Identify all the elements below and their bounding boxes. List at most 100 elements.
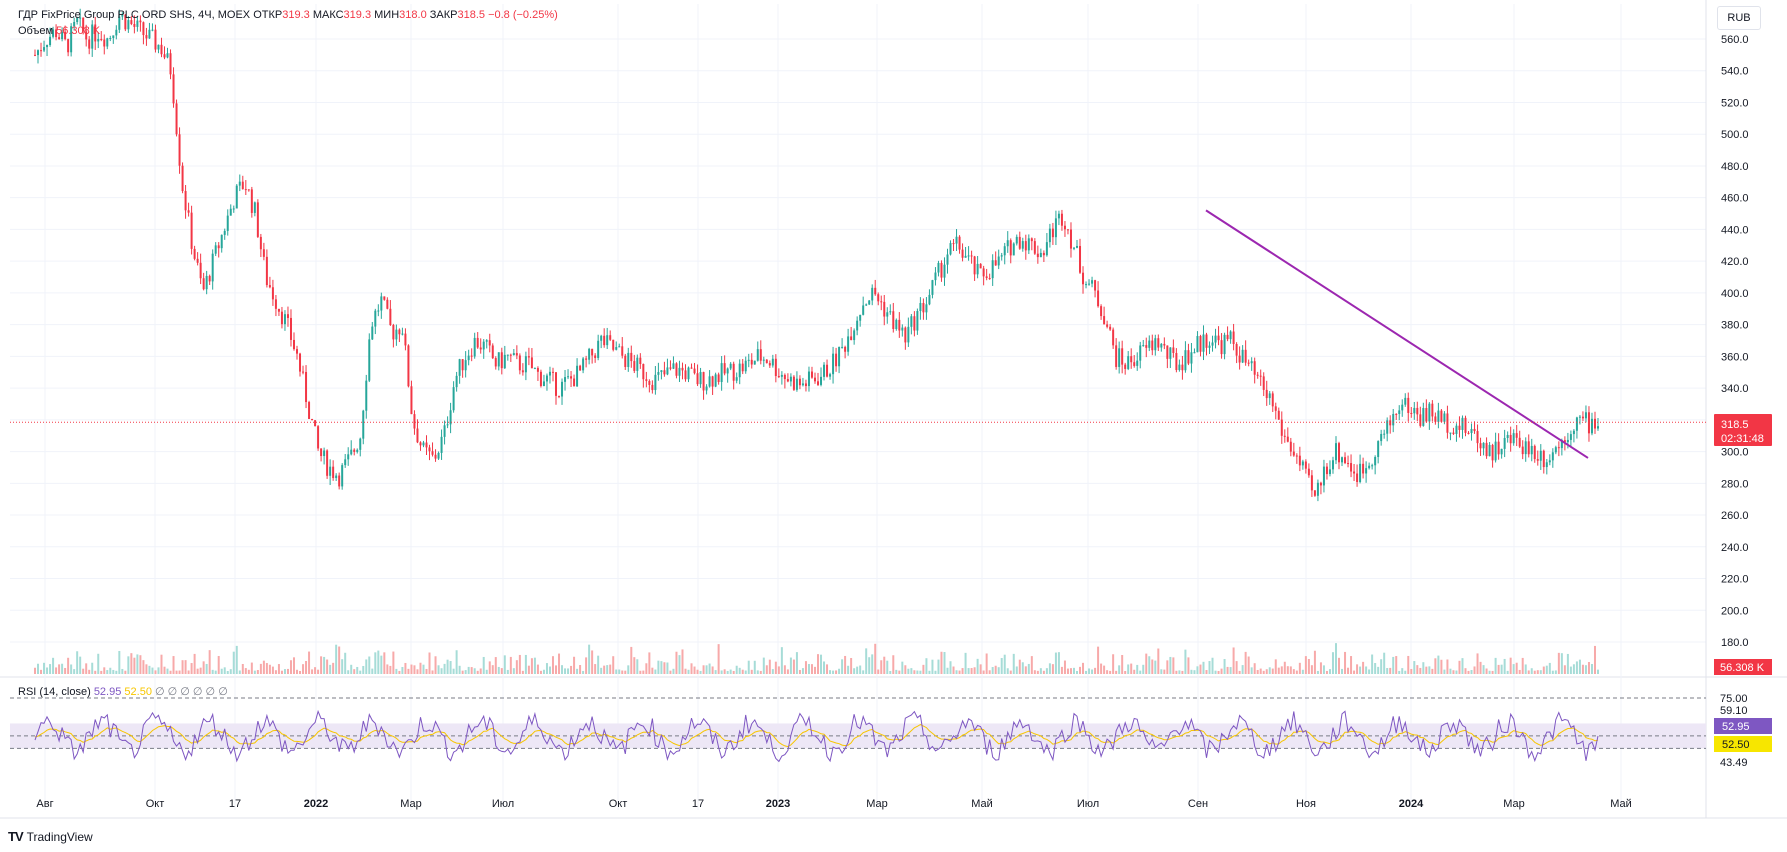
- volume-bar: [850, 657, 853, 674]
- volume-bar: [1464, 668, 1467, 674]
- volume-bar: [1440, 659, 1443, 674]
- candle-body: [810, 371, 813, 378]
- volume-bar: [193, 653, 196, 674]
- volume-bar: [1079, 666, 1082, 674]
- candle-body: [274, 299, 277, 309]
- candle-body: [892, 311, 895, 329]
- volume-bar: [823, 661, 826, 674]
- volume-bar: [820, 654, 823, 674]
- candle-body: [1274, 406, 1277, 411]
- volume-label[interactable]: Объем: [18, 25, 54, 37]
- volume-bar: [91, 662, 94, 674]
- candle-body: [1208, 345, 1211, 348]
- candle-body: [943, 264, 946, 278]
- candle-body: [817, 381, 820, 385]
- volume-bar: [675, 651, 678, 674]
- volume-bar: [359, 670, 362, 674]
- candle-body: [1338, 443, 1341, 463]
- volume-bar: [482, 656, 485, 674]
- brand[interactable]: TV TradingView: [8, 829, 93, 844]
- volume-bar: [750, 669, 753, 674]
- symbol-name[interactable]: ГДР FixPrice Group PLC ORD SHS, 4Ч, MOEX: [18, 9, 251, 21]
- volume-bar: [961, 668, 964, 674]
- candle-body: [1000, 255, 1003, 257]
- volume-bar: [817, 654, 820, 674]
- volume-bar: [1371, 654, 1374, 674]
- volume-bar: [1006, 668, 1009, 674]
- volume-bar: [103, 667, 106, 674]
- volume-bar: [344, 652, 347, 674]
- candle-body: [250, 189, 253, 213]
- candle-body: [1085, 284, 1088, 286]
- candle-body: [136, 20, 139, 27]
- candle-body: [1076, 245, 1078, 248]
- candle-body: [1027, 238, 1030, 251]
- candle-body: [238, 181, 241, 186]
- candle-body: [208, 275, 211, 282]
- volume-bar: [1169, 656, 1172, 674]
- volume-bar: [1253, 663, 1256, 674]
- volume-bar: [1530, 668, 1533, 674]
- candle-body: [341, 465, 344, 487]
- candle-body: [826, 364, 829, 377]
- candle-body: [850, 336, 853, 341]
- volume-bar: [136, 654, 139, 674]
- price-tick-label: 280.0: [1721, 478, 1749, 490]
- candle-body: [862, 305, 865, 315]
- volume-bar: [723, 669, 726, 674]
- candle-body: [859, 314, 862, 321]
- candle-body: [588, 348, 591, 360]
- candle-body: [955, 236, 958, 244]
- volume-bar: [467, 666, 470, 674]
- currency-selector[interactable]: RUB: [1717, 6, 1761, 30]
- volume-bar: [1295, 670, 1298, 674]
- volume-bar: [211, 669, 214, 674]
- candle-body: [1088, 283, 1091, 285]
- price-tick-label: 260.0: [1721, 510, 1749, 522]
- volume-bar: [567, 668, 570, 674]
- candle-body: [910, 316, 913, 327]
- candle-body: [627, 352, 630, 367]
- volume-bar: [895, 669, 898, 674]
- price-tick-label: 380.0: [1721, 320, 1749, 332]
- candle-body: [265, 256, 268, 286]
- candle-body: [1524, 441, 1527, 455]
- candle-body: [271, 287, 274, 300]
- volume-bar: [256, 669, 259, 674]
- volume-bar: [1449, 668, 1452, 674]
- candle-body: [482, 341, 485, 350]
- volume-bar: [1000, 658, 1003, 674]
- candle-body: [1506, 434, 1509, 439]
- candle-body: [1377, 441, 1380, 458]
- candle-body: [853, 330, 856, 341]
- candle-body: [1139, 345, 1142, 361]
- price-tick-label: 400.0: [1721, 288, 1749, 300]
- candle-body: [838, 347, 841, 367]
- volume-bar: [1331, 652, 1334, 674]
- candle-body: [612, 339, 615, 350]
- volume-bar: [1563, 665, 1566, 674]
- close-value: 318.5: [457, 9, 486, 21]
- candle-body: [732, 363, 735, 381]
- volume-bar: [371, 668, 374, 674]
- candle-body: [898, 319, 901, 331]
- candle-body: [1091, 280, 1094, 284]
- volume-bar: [133, 657, 136, 674]
- candle-body: [139, 20, 142, 23]
- volume-bar: [615, 669, 618, 674]
- candle-body: [1238, 355, 1241, 363]
- candle-body: [1229, 331, 1232, 340]
- candle-body: [813, 377, 816, 382]
- candle-body: [1497, 441, 1500, 455]
- volume-bar: [717, 644, 720, 674]
- candle-body: [428, 447, 431, 452]
- rsi-label[interactable]: RSI (14, close): [18, 686, 91, 698]
- volume-bar: [1217, 670, 1220, 674]
- candle-body: [434, 454, 437, 459]
- volume-bar: [753, 660, 756, 674]
- candle-body: [1569, 434, 1572, 440]
- volume-bar: [657, 660, 660, 674]
- volume-bar: [1482, 665, 1485, 674]
- candle-body: [1280, 419, 1283, 436]
